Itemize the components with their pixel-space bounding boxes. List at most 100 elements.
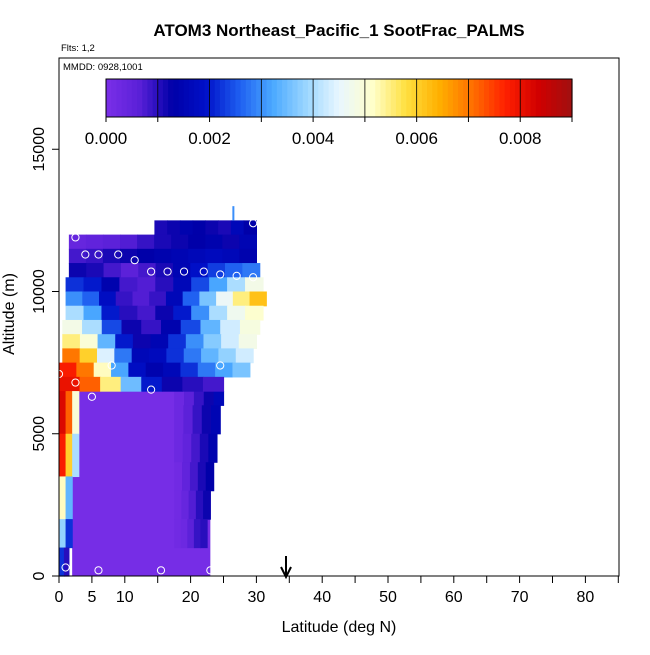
curtain-cell-1-5	[154, 234, 172, 250]
curtain-cell-9-10	[235, 348, 254, 364]
y-axis-label: Altitude (m)	[1, 273, 18, 355]
curtain-cell-11-1	[79, 376, 101, 392]
colorbar-segment-7	[142, 79, 149, 117]
colorbar-segment-71	[473, 79, 480, 117]
curtain-cell-5-6	[165, 291, 184, 307]
x-tick-label-1: 5	[87, 589, 96, 606]
colorbar-segment-66	[447, 79, 454, 117]
sample-point-9	[216, 270, 225, 279]
curtain-cell-3-3	[120, 263, 139, 278]
flights-label: Flts: 1,2	[61, 43, 95, 54]
colorbar-segment-37	[297, 79, 304, 117]
curtain-cell-4-9	[227, 277, 246, 293]
curtain-cell-11-4	[141, 376, 163, 392]
curtain-cell-11-0	[59, 376, 81, 392]
colorbar-segment-43	[328, 79, 335, 117]
curtain-cell-1-10	[239, 234, 257, 250]
y-tick-label-2: 10000	[31, 269, 48, 314]
x-tick-label-3: 20	[182, 589, 200, 606]
colorbar-segment-22	[219, 79, 226, 117]
curtain-cell-9-0	[62, 348, 81, 364]
curtain-gradient-cell-2-1	[182, 433, 192, 463]
colorbar-segment-24	[230, 79, 237, 117]
curtain-cell-5-4	[132, 291, 150, 307]
sample-point-20	[94, 566, 103, 575]
colorbar-segment-89	[566, 79, 573, 117]
curtain-cell-5-8	[199, 291, 217, 307]
curtain-cell-6-5	[155, 305, 174, 321]
colorbar-label-3: 0.006	[395, 129, 438, 148]
curtain-cell-1-3	[120, 234, 138, 250]
colorbar-segment-64	[437, 79, 444, 117]
colorbar-segment-4	[126, 79, 133, 117]
curtain-gradient-cell-3-0	[174, 462, 183, 492]
curtain-gradient-cell-1-3	[201, 405, 212, 435]
curtain-gradient-cell-3-1	[182, 462, 191, 492]
curtain-cell-12-2	[72, 391, 80, 435]
curtain-gradient-cell-5-1	[180, 519, 188, 549]
colorbar-segment-23	[225, 79, 231, 117]
colorbar-segment-3	[121, 79, 128, 117]
curtain-cell-15-1	[65, 519, 73, 549]
colorbar-segment-56	[395, 79, 402, 117]
curtain-cell-4-0	[65, 277, 85, 293]
curtain-cell-5-1	[82, 291, 100, 307]
sample-point-2	[94, 250, 103, 259]
curtain-cell-8-3	[115, 334, 134, 349]
x-tick-label-7: 60	[445, 589, 463, 606]
x-tick-label-9: 80	[577, 589, 595, 606]
curtain-cell-6-6	[173, 305, 192, 321]
sample-point-7	[179, 267, 189, 276]
colorbar-segment-69	[463, 79, 470, 117]
colorbar-segment-51	[370, 79, 376, 117]
sample-point-21	[156, 566, 166, 575]
y-tick-label-3: 15000	[31, 127, 48, 172]
curtain-cell-4-10	[245, 277, 264, 293]
curtain-cell-1-6	[171, 234, 189, 250]
curtain-cell-2-1	[85, 248, 104, 264]
colorbar-segment-63	[432, 79, 438, 117]
curtain-gradient-cell-2-2	[191, 433, 201, 463]
sample-point-11	[249, 273, 258, 282]
colorbar-label-2: 0.004	[292, 129, 335, 148]
curtain-cell-11-2	[100, 376, 122, 392]
curtain-gradient-cell-1-0	[174, 405, 184, 435]
colorbar-segment-53	[380, 79, 387, 117]
colorbar-segment-70	[468, 79, 475, 117]
colorbar-segment-28	[250, 79, 257, 117]
curtain-gradient-cell-2-4	[208, 433, 218, 463]
chart-title: ATOM3 Northeast_Pacific_1 SootFrac_PALMS	[153, 21, 524, 40]
curtain-cell-10-4	[128, 362, 147, 378]
curtain-gradient-cell-0-1	[184, 391, 195, 406]
colorbar-segment-16	[188, 79, 195, 117]
curtain-cell-7-1	[82, 319, 103, 335]
colorbar-segment-1	[111, 79, 117, 117]
colorbar-segment-11	[162, 79, 169, 117]
sample-point-19	[61, 563, 70, 572]
curtain-cell-8-10	[238, 334, 257, 349]
curtain-cell-10-7	[180, 362, 199, 378]
curtain-gradient-cell-4-4	[203, 490, 211, 520]
curtain-cell-8-2	[97, 334, 116, 349]
curtain-cell-4-4	[137, 277, 156, 293]
curtain-cell-8-6	[168, 334, 187, 349]
colorbar-label-0: 0.000	[85, 129, 128, 148]
colorbar-segment-85	[546, 79, 552, 117]
curtain-cell-15-0	[59, 519, 67, 549]
curtain-cell-2-6	[171, 248, 189, 264]
curtain-cell-7-9	[239, 319, 261, 335]
curtain-cell-5-0	[65, 291, 83, 307]
curtain-cell-7-6	[180, 319, 202, 335]
sample-point-10	[232, 271, 241, 280]
curtain-cell-8-4	[132, 334, 152, 349]
sample-point-6	[163, 267, 172, 276]
curtain-cell-13-0	[59, 433, 67, 478]
curtain-cell-9-2	[96, 348, 115, 364]
curtain-cell-11-5	[161, 376, 183, 392]
curtain-cell-8-7	[185, 334, 205, 349]
curtain-cell-10-0	[59, 362, 77, 378]
colorbar-segment-50	[364, 79, 371, 117]
colorbar-segment-54	[385, 79, 392, 117]
sample-point-3	[114, 250, 123, 259]
